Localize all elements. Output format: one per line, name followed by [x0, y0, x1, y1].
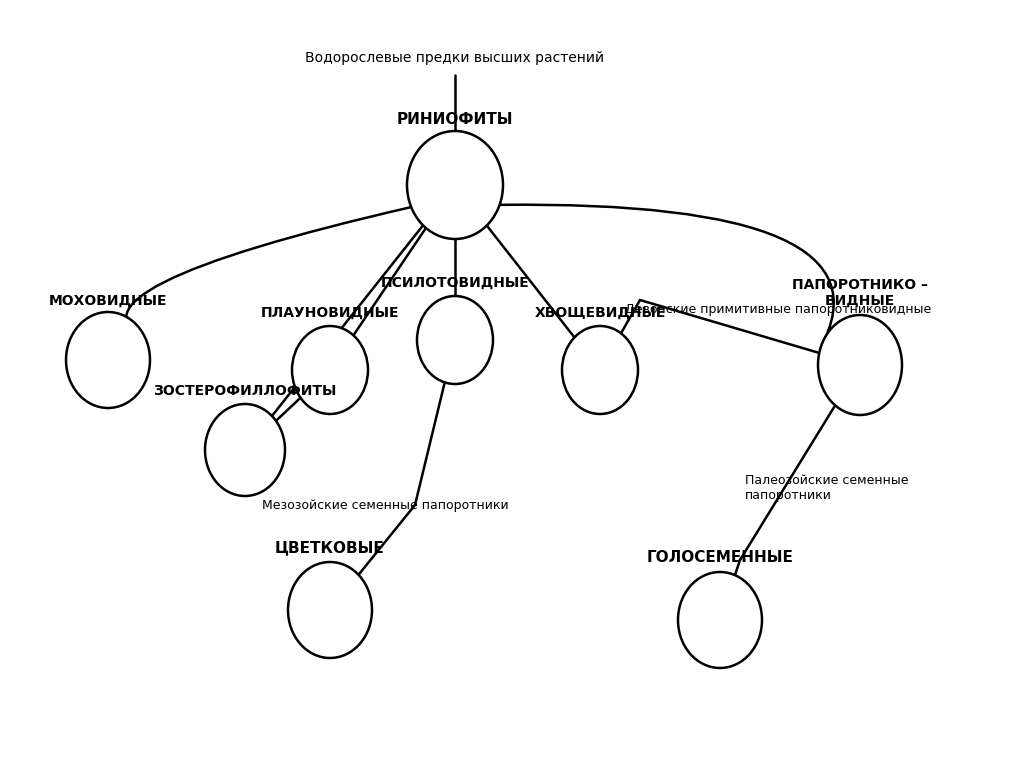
Text: Палеозойские семенные
папоротники: Палеозойские семенные папоротники: [745, 474, 908, 502]
Text: ПСИЛОТОВИДНЫЕ: ПСИЛОТОВИДНЫЕ: [381, 276, 529, 290]
Ellipse shape: [205, 404, 285, 496]
Text: ПАПОРОТНИКО –
ВИДНЫЕ: ПАПОРОТНИКО – ВИДНЫЕ: [792, 278, 928, 308]
Ellipse shape: [678, 572, 762, 668]
Ellipse shape: [562, 326, 638, 414]
Ellipse shape: [407, 131, 503, 239]
Ellipse shape: [818, 315, 902, 415]
Text: ГОЛОСЕМЕННЫЕ: ГОЛОСЕМЕННЫЕ: [646, 550, 794, 565]
Text: ПЛАУНОВИДНЫЕ: ПЛАУНОВИДНЫЕ: [261, 306, 399, 320]
Text: Мезозойские семенные папоротники: Мезозойские семенные папоротники: [262, 498, 508, 511]
Text: ЦВЕТКОВЫЕ: ЦВЕТКОВЫЕ: [275, 540, 385, 555]
Ellipse shape: [417, 296, 493, 384]
Text: ХВОЩЕВИДНЫЕ: ХВОЩЕВИДНЫЕ: [535, 306, 666, 320]
Text: Водорослевые предки высших растений: Водорослевые предки высших растений: [305, 51, 604, 65]
Text: Девонские примитивные папоротниковидные: Девонские примитивные папоротниковидные: [625, 303, 931, 316]
Text: РИНИОФИТЫ: РИНИОФИТЫ: [396, 112, 513, 127]
Ellipse shape: [292, 326, 368, 414]
Text: МОХОВИДНЫЕ: МОХОВИДНЫЕ: [49, 294, 167, 308]
Text: ЗОСТЕРОФИЛЛОФИТЫ: ЗОСТЕРОФИЛЛОФИТЫ: [154, 384, 337, 398]
Ellipse shape: [288, 562, 372, 658]
Ellipse shape: [66, 312, 150, 408]
